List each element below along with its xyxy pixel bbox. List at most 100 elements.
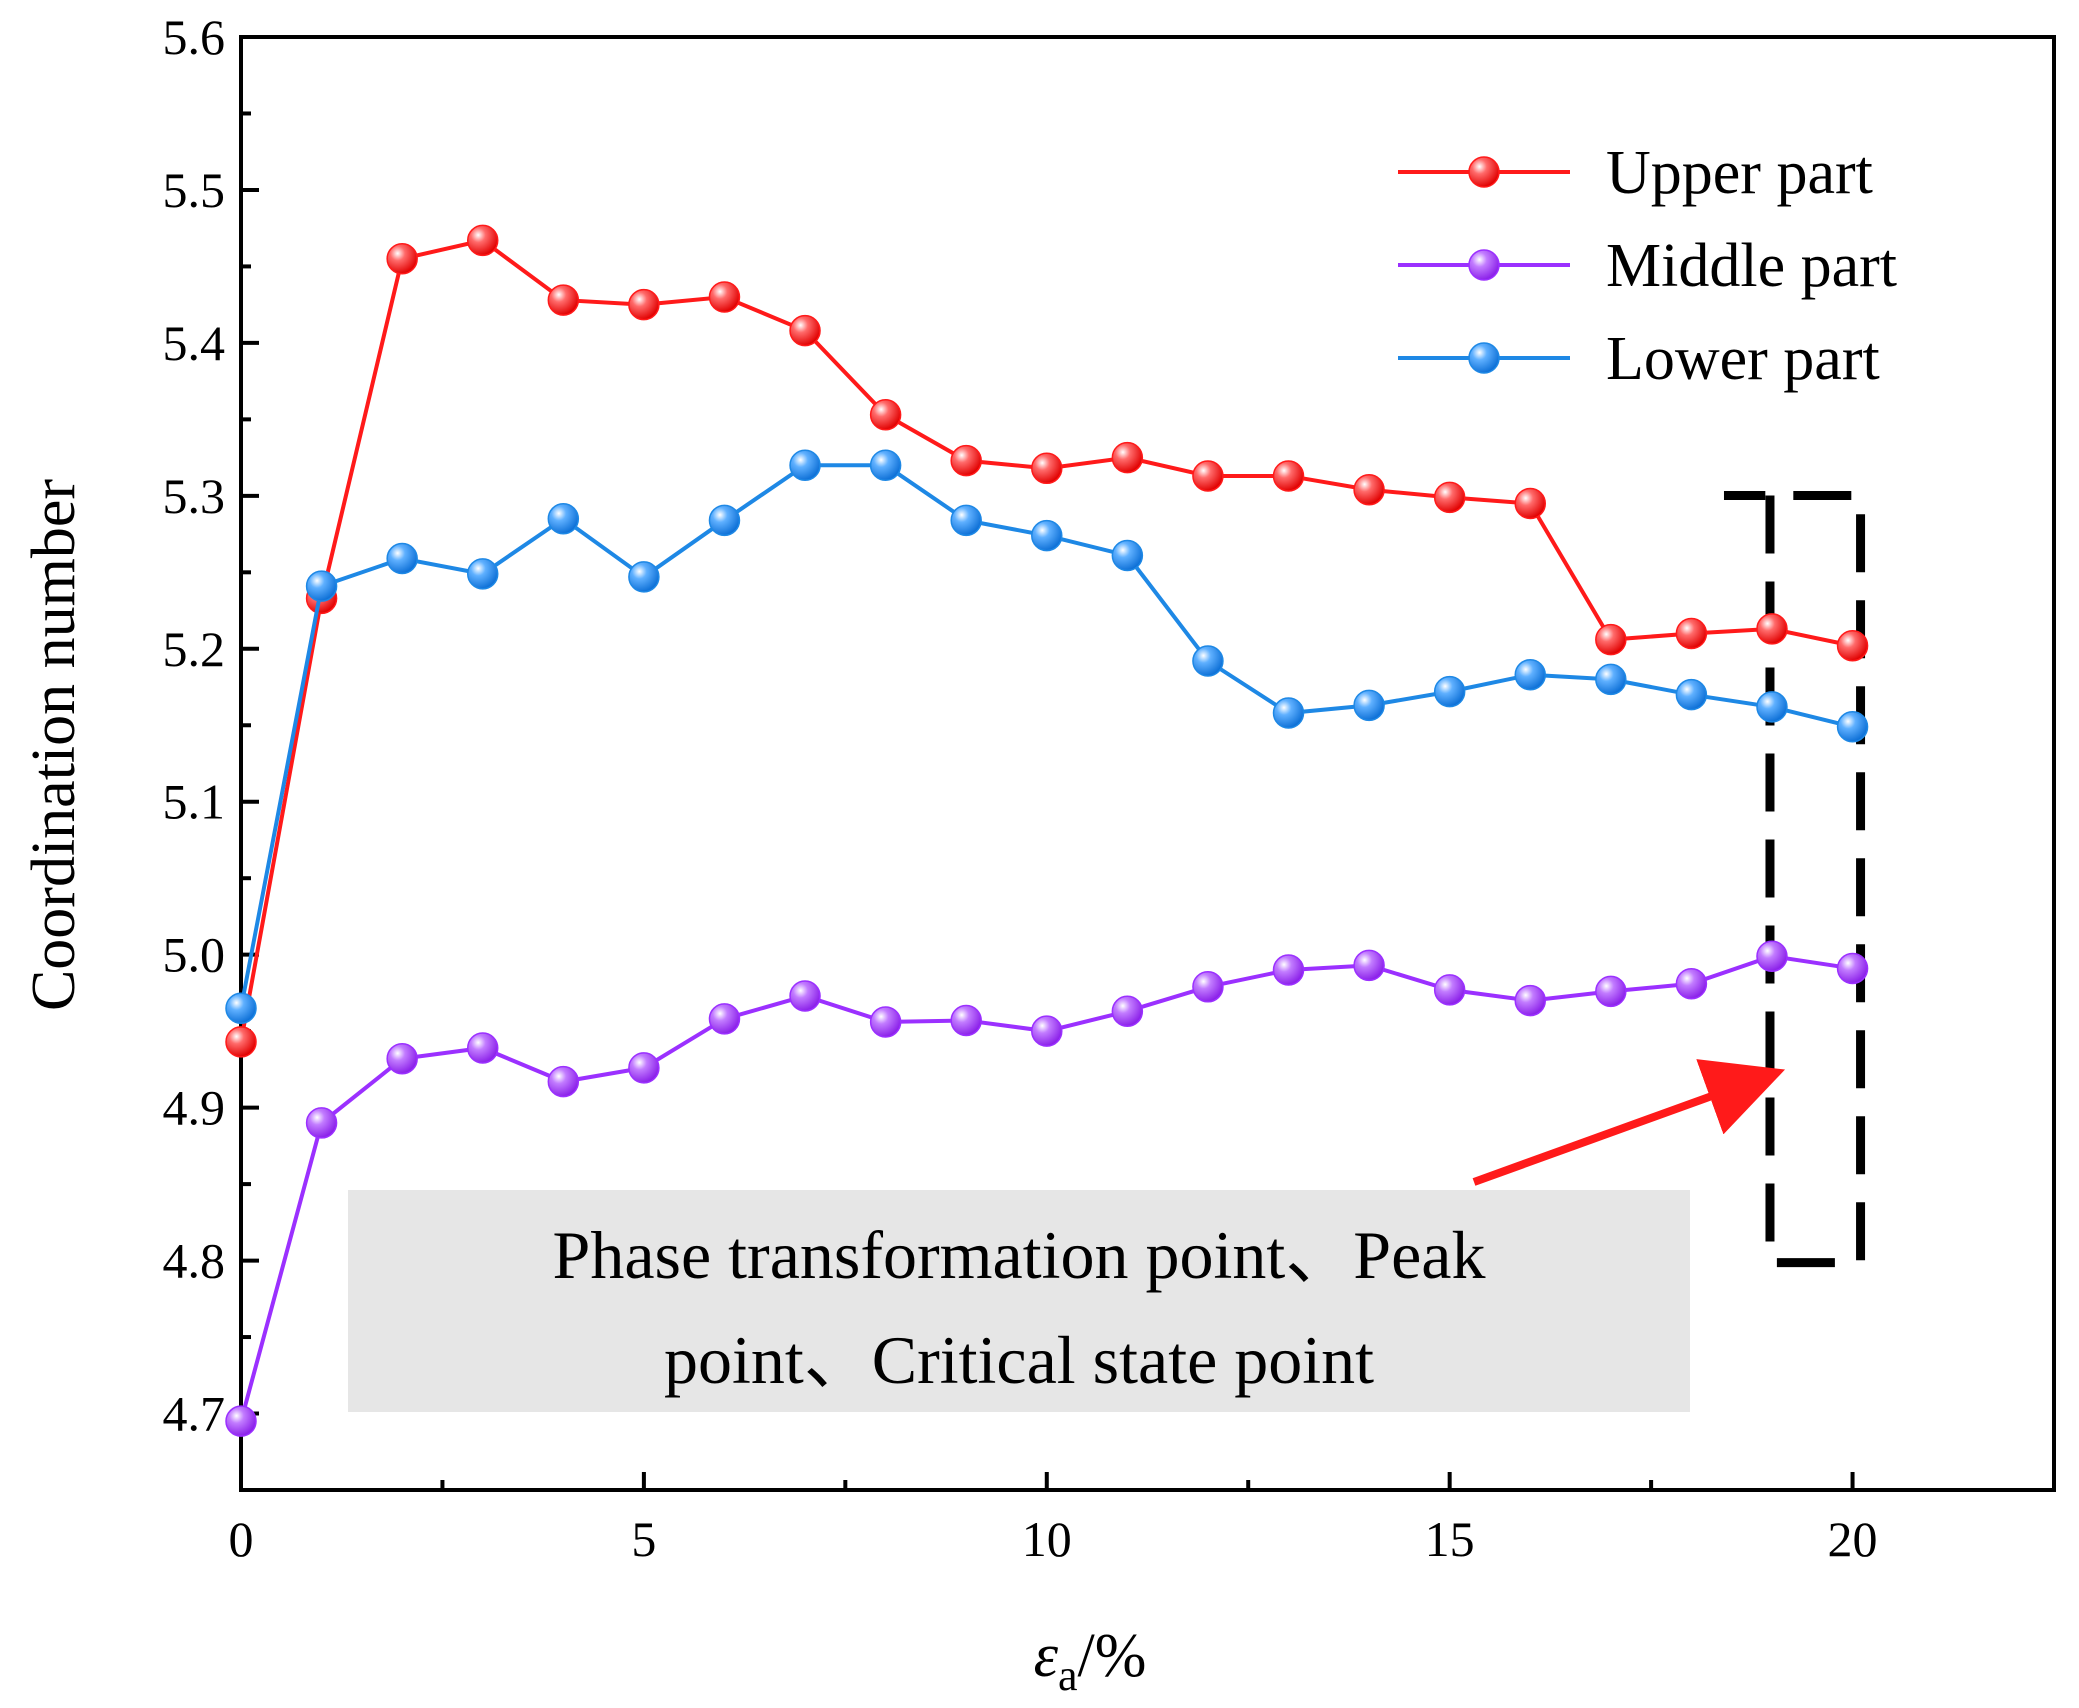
data-point-lower-part (1675, 678, 1708, 711)
data-point-upper-part (386, 243, 418, 275)
data-point-upper-part (1836, 629, 1869, 662)
data-point-middle-part (869, 1006, 902, 1038)
data-point-upper-part (628, 288, 660, 321)
legend-label: Lower part (1606, 325, 1880, 393)
data-point-upper-part (789, 314, 821, 347)
data-point-lower-part (1595, 663, 1627, 696)
x-axis-title-main: ε (1034, 1622, 1059, 1690)
data-point-middle-part (386, 1042, 418, 1075)
data-point-middle-part (789, 980, 821, 1012)
data-point-lower-part (1192, 645, 1224, 677)
data-point-lower-part (1433, 675, 1466, 708)
annotation-line-2: point、Critical state point (664, 1322, 1374, 1398)
data-point-middle-part (1836, 952, 1869, 985)
data-point-lower-part (1756, 691, 1788, 723)
data-point-upper-part (1595, 623, 1627, 656)
data-point-upper-part (1756, 613, 1788, 645)
data-point-upper-part (950, 444, 982, 477)
data-point-middle-part (1192, 971, 1224, 1003)
y-tick-label: 5.0 (163, 927, 226, 983)
x-axis-title: εa/% (1034, 1622, 1147, 1700)
y-tick-label: 5.6 (163, 9, 226, 65)
data-point-middle-part (628, 1052, 660, 1084)
x-axis-title-sub: a (1058, 1651, 1078, 1700)
data-point-middle-part (1756, 940, 1788, 972)
y-tick-label: 5.3 (163, 468, 226, 524)
data-point-lower-part (869, 449, 902, 482)
annotation-arrow (1472, 1059, 1786, 1186)
data-point-lower-part (225, 992, 257, 1024)
data-point-lower-part (386, 542, 418, 575)
data-point-middle-part (547, 1065, 580, 1098)
x-tick-label: 5 (631, 1511, 656, 1567)
data-point-middle-part (1272, 954, 1305, 986)
legend-marker (1468, 249, 1500, 281)
data-point-upper-part (1031, 452, 1063, 485)
y-axis-title: Coordination number (20, 479, 88, 1011)
x-tick-label: 0 (229, 1511, 254, 1567)
data-point-upper-part (1353, 473, 1385, 506)
legend: Upper part Middle part Lower part (1398, 139, 1897, 393)
y-tick-label: 4.8 (163, 1233, 226, 1289)
data-point-middle-part (1433, 974, 1466, 1006)
data-point-lower-part (1836, 711, 1869, 743)
legend-item-upper-part: Upper part (1398, 139, 1873, 207)
y-tick-label: 5.1 (163, 774, 226, 830)
y-tick-label: 5.2 (163, 621, 226, 677)
y-tick-label: 5.5 (163, 162, 226, 218)
data-point-lower-part (547, 503, 580, 535)
data-point-lower-part (1514, 659, 1546, 691)
legend-marker (1468, 156, 1500, 188)
data-point-upper-part (547, 284, 580, 316)
x-tick-label: 20 (1828, 1511, 1878, 1567)
data-point-upper-part (1675, 617, 1708, 650)
data-point-lower-part (1111, 539, 1144, 572)
series-middle-part (225, 940, 1869, 1437)
axes: 0 5 10 15 20 4.7 4.8 4.9 5.0 5.1 5.2 5.3 5.4 5.5 5.6 (163, 9, 2056, 1567)
data-point-lower-part (628, 561, 660, 593)
data-point-upper-part (1433, 481, 1466, 514)
y-tick-label: 4.7 (163, 1386, 226, 1442)
data-point-middle-part (1031, 1015, 1063, 1047)
data-point-lower-part (950, 504, 982, 537)
annotation-box (348, 1190, 1690, 1412)
legend-marker (1468, 342, 1500, 374)
legend-label: Middle part (1606, 232, 1897, 300)
data-point-middle-part (1675, 967, 1708, 1000)
legend-item-middle-part: Middle part (1398, 232, 1897, 300)
data-point-lower-part (1353, 689, 1385, 722)
data-point-upper-part (1514, 487, 1546, 520)
legend-item-lower-part: Lower part (1398, 325, 1880, 393)
data-point-middle-part (225, 1405, 257, 1437)
data-point-middle-part (950, 1004, 982, 1037)
data-point-lower-part (708, 504, 741, 537)
data-point-middle-part (1111, 995, 1144, 1028)
x-tick-label: 10 (1022, 1511, 1072, 1567)
data-point-lower-part (1031, 519, 1063, 552)
data-point-upper-part (466, 224, 499, 257)
series-lower-part (225, 449, 1869, 1024)
series-layer (225, 224, 1869, 1437)
data-point-middle-part (466, 1032, 499, 1064)
data-point-middle-part (1595, 975, 1627, 1008)
data-point-middle-part (708, 1003, 741, 1035)
data-point-upper-part (1272, 460, 1305, 492)
data-point-upper-part (869, 399, 902, 431)
x-axis-title-tail: /% (1078, 1622, 1147, 1690)
y-tick-label: 5.4 (163, 315, 226, 371)
data-point-lower-part (305, 570, 338, 602)
data-point-upper-part (708, 281, 741, 313)
x-tick-label: 15 (1425, 1511, 1475, 1567)
data-point-lower-part (789, 449, 821, 482)
data-point-lower-part (466, 558, 499, 590)
legend-label: Upper part (1606, 139, 1873, 207)
highlight-bracket (1723, 490, 1866, 1268)
data-point-middle-part (1514, 984, 1546, 1017)
data-point-middle-part (305, 1107, 338, 1139)
series-upper-part (225, 224, 1869, 1058)
data-point-upper-part (1111, 441, 1144, 474)
data-point-upper-part (1192, 460, 1224, 492)
data-point-lower-part (1272, 697, 1305, 729)
data-point-upper-part (225, 1026, 257, 1058)
